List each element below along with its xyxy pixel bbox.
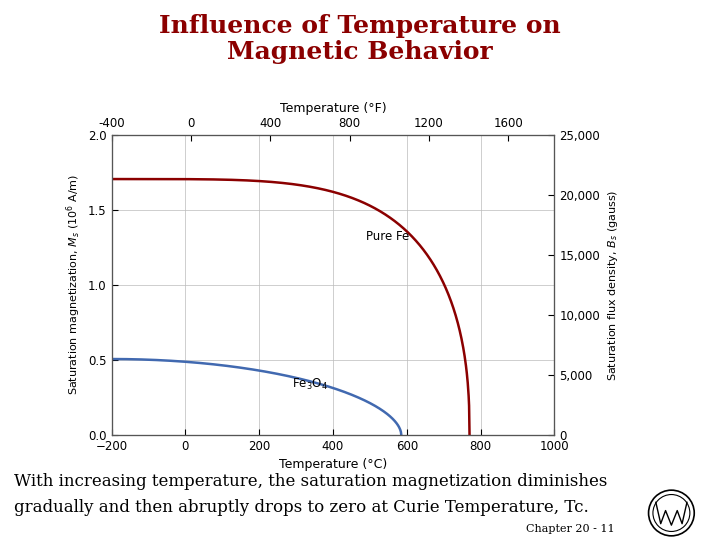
Text: Fe$_3$O$_4$: Fe$_3$O$_4$ bbox=[292, 377, 328, 393]
X-axis label: Temperature (°F): Temperature (°F) bbox=[279, 102, 387, 114]
X-axis label: Temperature (°C): Temperature (°C) bbox=[279, 458, 387, 471]
Text: Influence of Temperature on
Magnetic Behavior: Influence of Temperature on Magnetic Beh… bbox=[159, 14, 561, 64]
Text: With increasing temperature, the saturation magnetization diminishes: With increasing temperature, the saturat… bbox=[14, 472, 608, 489]
Text: Pure Fe: Pure Fe bbox=[366, 230, 410, 243]
Text: Chapter 20 - 11: Chapter 20 - 11 bbox=[526, 523, 614, 534]
Y-axis label: Saturation magnetization, $\mathit{M_s}$ (10$^6$ A/m): Saturation magnetization, $\mathit{M_s}$… bbox=[64, 174, 83, 395]
Text: gradually and then abruptly drops to zero at Curie Temperature, Tc.: gradually and then abruptly drops to zer… bbox=[14, 500, 589, 516]
Y-axis label: Saturation flux density, $\mathit{B_s}$ (gauss): Saturation flux density, $\mathit{B_s}$ … bbox=[606, 189, 620, 381]
